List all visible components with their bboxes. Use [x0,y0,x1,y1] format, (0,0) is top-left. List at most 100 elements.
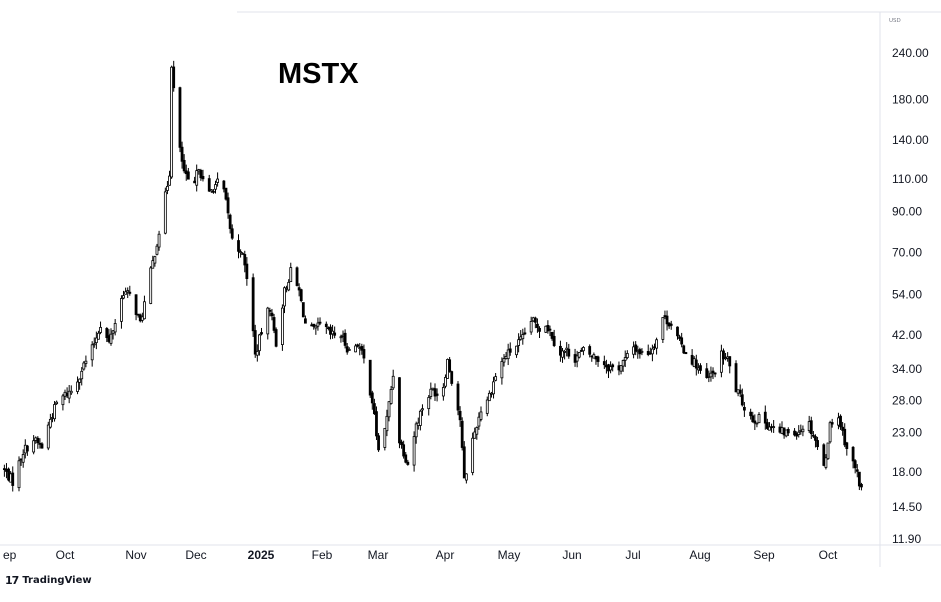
candle-body [266,307,270,335]
candle-body [299,289,303,302]
candle-body [517,339,521,346]
candle-body [722,350,725,360]
candle-body [500,361,504,379]
candle-body [105,328,109,338]
candle-body [763,411,767,424]
candle-body [506,349,510,360]
y-tick-label: 42.00 [892,328,922,342]
candle-body [561,350,564,358]
y-tick-label: 11.90 [892,532,921,546]
y-tick-label: 90.00 [892,205,922,219]
x-tick-label: Nov [125,548,146,562]
candle-body [354,345,357,353]
candle-body [258,334,261,352]
candle-body [166,185,169,191]
candle-body [414,423,418,438]
candle-body [830,422,834,425]
candle-body [356,344,360,347]
candle-body [487,392,491,402]
candle-body [429,388,433,398]
y-tick-label: 14.50 [892,500,922,514]
candle-body [295,267,299,286]
candle-body [157,233,161,248]
candle-body [383,427,387,448]
candle-body [69,390,73,394]
candle-body [755,422,759,425]
candle-body [711,370,715,374]
candle-body [529,321,533,333]
candle-body [312,323,316,327]
candle-body [841,426,845,431]
candle-body [719,350,723,373]
candle-body [172,66,176,89]
candle-body [90,344,94,361]
candle-body [143,301,146,320]
x-tick-label: Apr [436,548,455,562]
candle-body [699,365,702,371]
candle-body [404,454,408,463]
candle-body [742,406,746,411]
candle-body [239,251,242,254]
y-tick-label: 110.00 [892,172,928,186]
candle-body [609,366,612,371]
x-tick-label: Oct [819,548,838,562]
candle-body [753,420,757,424]
candle-body [596,356,600,362]
candle-body [705,368,709,379]
candle-body [485,399,489,414]
candle-body [120,298,123,322]
y-tick-label: 54.00 [892,287,922,301]
candle-body [479,411,483,420]
candle-body [124,291,128,295]
candle-body [155,245,159,255]
candle-body [195,170,199,186]
y-tick-label: 70.00 [892,245,922,259]
candle-body [734,363,738,393]
candle-body [149,267,153,304]
candle-body [575,355,579,362]
candle-body [433,388,437,397]
candle-body [427,397,431,410]
candle-body [623,357,627,361]
candle-body [412,436,416,466]
candle-body [471,437,475,473]
candle-body [216,178,220,183]
candle-body [207,178,211,192]
candle-body [260,332,263,335]
y-tick-label: 180.00 [892,93,929,107]
candle-body [450,371,454,384]
candle-body [709,372,713,378]
candle-body [398,377,401,444]
candle-body [816,440,819,448]
candle-body [80,370,84,380]
candle-body [113,323,117,333]
candle-body [851,446,855,462]
candle-body [333,332,337,336]
candle-body [456,383,460,411]
tradingview-logo-icon: 17 [5,574,19,587]
candle-body [444,377,447,387]
x-tick-label: ep [3,548,17,562]
x-tick-label: May [498,548,521,562]
candle-body [751,415,755,423]
candle-body [797,431,801,435]
tradingview-wordmark: TradingView [22,575,92,586]
candle-body [577,352,581,358]
x-tick-label: Jun [562,548,581,562]
x-tick-label: Jul [625,548,640,562]
x-tick-label: Aug [689,548,710,562]
candle-body [814,436,817,441]
candle-body [546,325,550,332]
candle-body [318,321,322,324]
candle-body [809,420,813,435]
candle-body [548,328,552,331]
candle-body [268,309,272,312]
candle-body [801,428,805,433]
candle-body [680,337,684,345]
candle-body [713,372,717,375]
candle-body [32,440,36,453]
candle-body [550,331,554,339]
candle-body [458,410,462,421]
candle-body [180,146,184,162]
